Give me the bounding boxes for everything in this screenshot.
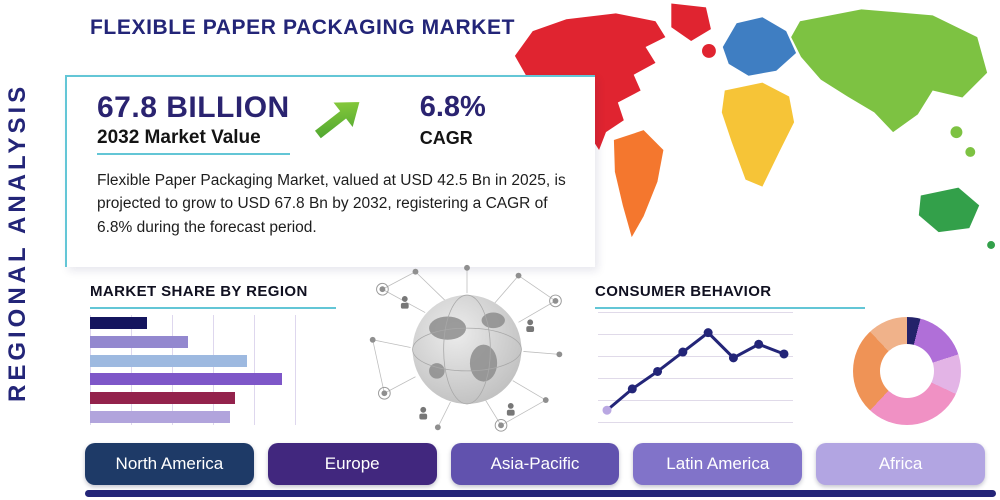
cagr-caption: CAGR	[419, 128, 473, 148]
stat-row: 67.8 BILLION 2032 Market Value	[97, 91, 569, 155]
cagr-number: 6.8%	[419, 91, 486, 123]
bar-region-6	[90, 410, 231, 423]
region-button-africa[interactable]: Africa	[816, 443, 985, 485]
market-value-caption: 2032 Market Value	[97, 127, 290, 155]
bottom-accent-bar	[85, 490, 996, 497]
map-africa	[721, 82, 795, 187]
cagr-stat: 6.8% CAGR	[378, 91, 486, 149]
map-island-2	[965, 146, 976, 157]
page-title: FLEXIBLE PAPER PACKAGING MARKET	[90, 16, 516, 39]
growth-arrow-icon	[304, 85, 378, 154]
map-greenland	[671, 3, 711, 42]
bar-region-1	[90, 317, 147, 329]
region-button-row: North America Europe Asia-Pacific Latin …	[85, 443, 985, 485]
consumer-behavior-heading: CONSUMER BEHAVIOR	[595, 283, 865, 309]
region-button-europe[interactable]: Europe	[267, 443, 437, 485]
bar-region-4	[90, 373, 282, 386]
bar-region-5	[90, 392, 236, 405]
regional-share-donut-chart	[853, 317, 961, 425]
map-new-zealand	[987, 241, 996, 249]
bar-region-2	[90, 335, 189, 348]
map-australia	[918, 187, 980, 233]
donut-hole	[880, 344, 934, 398]
market-value-number: 67.8 BILLION	[97, 91, 290, 124]
map-united-kingdom	[702, 44, 716, 58]
market-share-bar-chart	[90, 315, 336, 425]
world-map	[514, 3, 996, 249]
map-south-america	[613, 130, 664, 238]
market-share-heading: MARKET SHARE BY REGION	[90, 283, 336, 309]
region-button-north-america[interactable]: North America	[85, 443, 254, 485]
highlight-box: 67.8 BILLION 2032 Market Value	[65, 75, 595, 267]
region-button-asia-pacific[interactable]: Asia-Pacific	[450, 443, 620, 485]
market-description: Flexible Paper Packaging Market, valued …	[97, 172, 566, 236]
region-button-latin-america[interactable]: Latin America	[633, 443, 803, 485]
globe-network-illustration	[369, 264, 563, 432]
market-value-stat: 67.8 BILLION 2032 Market Value	[97, 91, 290, 155]
consumer-behavior-line-chart	[598, 312, 793, 427]
bar-region-3	[90, 354, 248, 367]
map-island-1	[950, 126, 963, 139]
map-asia	[791, 9, 988, 133]
map-europe	[722, 17, 797, 76]
vertical-section-label: REGIONAL ANALYSIS	[4, 82, 31, 402]
